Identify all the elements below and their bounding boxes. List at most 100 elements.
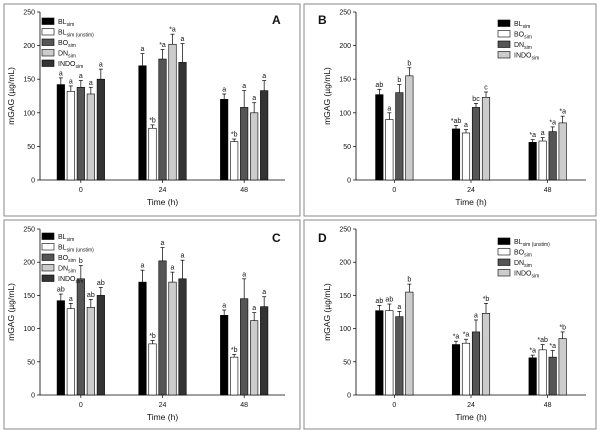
bar: [528, 357, 537, 396]
significance-label: a: [222, 86, 226, 93]
bar: [375, 310, 384, 396]
bar: [240, 107, 249, 181]
bar: [168, 281, 177, 396]
y-axis-title: mGAG (µg/mL): [322, 67, 332, 125]
legend-label: DNsim: [58, 266, 76, 275]
bar: [528, 142, 537, 181]
legend-subscript: sim (unstim): [67, 33, 95, 39]
legend-main: INDO: [58, 276, 76, 283]
x-axis-title: Time (h): [147, 412, 178, 422]
significance-label: *a: [529, 348, 536, 355]
legend-main: BL: [58, 19, 67, 26]
legend-label: BOsim: [58, 40, 76, 49]
legend-swatch: [497, 237, 511, 245]
legend-subscript: sim: [76, 279, 84, 285]
bar: [230, 356, 239, 396]
legend-main: BL: [58, 245, 67, 252]
legend-label: BOsim: [514, 250, 532, 259]
significance-label: a: [262, 73, 266, 80]
significance-label: *a: [453, 334, 460, 341]
legend-swatch: [41, 232, 55, 240]
significance-label: ab: [57, 287, 65, 294]
y-tick-label: 50: [27, 359, 35, 366]
x-tick-label: 0: [392, 187, 396, 194]
bar: [471, 107, 481, 181]
legend-label: BLsim: [58, 19, 74, 28]
y-tick-label: 150: [339, 293, 351, 300]
bar: [148, 343, 157, 396]
legend-label: BOsim: [514, 32, 532, 41]
significance-label: a: [141, 46, 145, 53]
legend-swatch: [497, 30, 511, 38]
y-tick-label: 0: [347, 178, 351, 185]
bar: [158, 260, 167, 396]
significance-label: a: [397, 304, 401, 311]
y-axis-title: mGAG (µg/mL): [6, 67, 16, 125]
legend-main: DN: [514, 42, 524, 49]
legend-subscript: sim: [67, 22, 75, 28]
legend-subscript: sim: [68, 54, 76, 60]
significance-label: ab: [87, 292, 95, 299]
legend-main: BL: [58, 30, 67, 37]
bar: [220, 315, 229, 396]
significance-label: a: [69, 78, 73, 85]
legend-main: BO: [514, 32, 525, 39]
bar: [538, 349, 547, 396]
legend-swatch: [41, 274, 55, 282]
y-tick-label: 150: [339, 77, 351, 84]
bar: [385, 119, 394, 181]
bar: [76, 86, 85, 181]
y-tick-label: 0: [347, 393, 351, 400]
legend-label: BLsim (unstim): [514, 239, 550, 248]
bar: [548, 356, 557, 396]
bar: [86, 93, 95, 181]
x-tick-label: 0: [79, 187, 83, 194]
legend-subscript: sim: [68, 43, 76, 49]
legend-subscript: sim: [532, 56, 540, 62]
legend-swatch: [41, 17, 55, 25]
legend-label: BLsim (unstim): [58, 30, 94, 39]
significance-label: *a: [549, 343, 556, 350]
legend-subscript: sim (unstim): [67, 248, 95, 254]
panel-letter: A: [272, 13, 281, 27]
x-axis-title: Time (h): [455, 197, 486, 207]
bar: [240, 298, 249, 396]
panel-frame: [303, 219, 597, 430]
significance-label: a: [59, 70, 63, 77]
bar: [461, 342, 471, 396]
legend-main: BL: [58, 234, 67, 241]
legend-label: INDOsim: [514, 53, 539, 62]
bar: [461, 132, 471, 181]
bar: [168, 43, 177, 181]
bar: [471, 331, 481, 396]
significance-label: a: [242, 83, 246, 90]
y-tick-label: 200: [23, 43, 35, 50]
bar: [86, 307, 95, 396]
significance-label: a: [79, 73, 83, 80]
significance-label: a: [464, 122, 468, 129]
x-tick-label: 48: [240, 402, 248, 409]
bar: [405, 75, 414, 181]
significance-label: c: [484, 84, 488, 91]
bar: [96, 78, 105, 181]
significance-label: *a: [549, 119, 556, 126]
significance-label: ab: [97, 280, 105, 287]
x-tick-label: 0: [79, 402, 83, 409]
legend-subscript: sim: [524, 35, 532, 41]
bar: [66, 308, 75, 396]
legend-swatch: [497, 40, 511, 48]
legend-swatch: [41, 59, 55, 67]
legend-subscript: sim: [524, 45, 532, 51]
y-tick-label: 0: [31, 393, 35, 400]
bar: [395, 316, 404, 396]
x-axis-title: Time (h): [147, 197, 178, 207]
significance-label: a: [242, 271, 246, 278]
legend-label: BLsim (unstim): [58, 245, 94, 254]
y-tick-label: 150: [23, 293, 35, 300]
significance-label: a: [541, 130, 545, 137]
panel-frame: [303, 3, 597, 217]
legend-swatch: [497, 258, 511, 266]
